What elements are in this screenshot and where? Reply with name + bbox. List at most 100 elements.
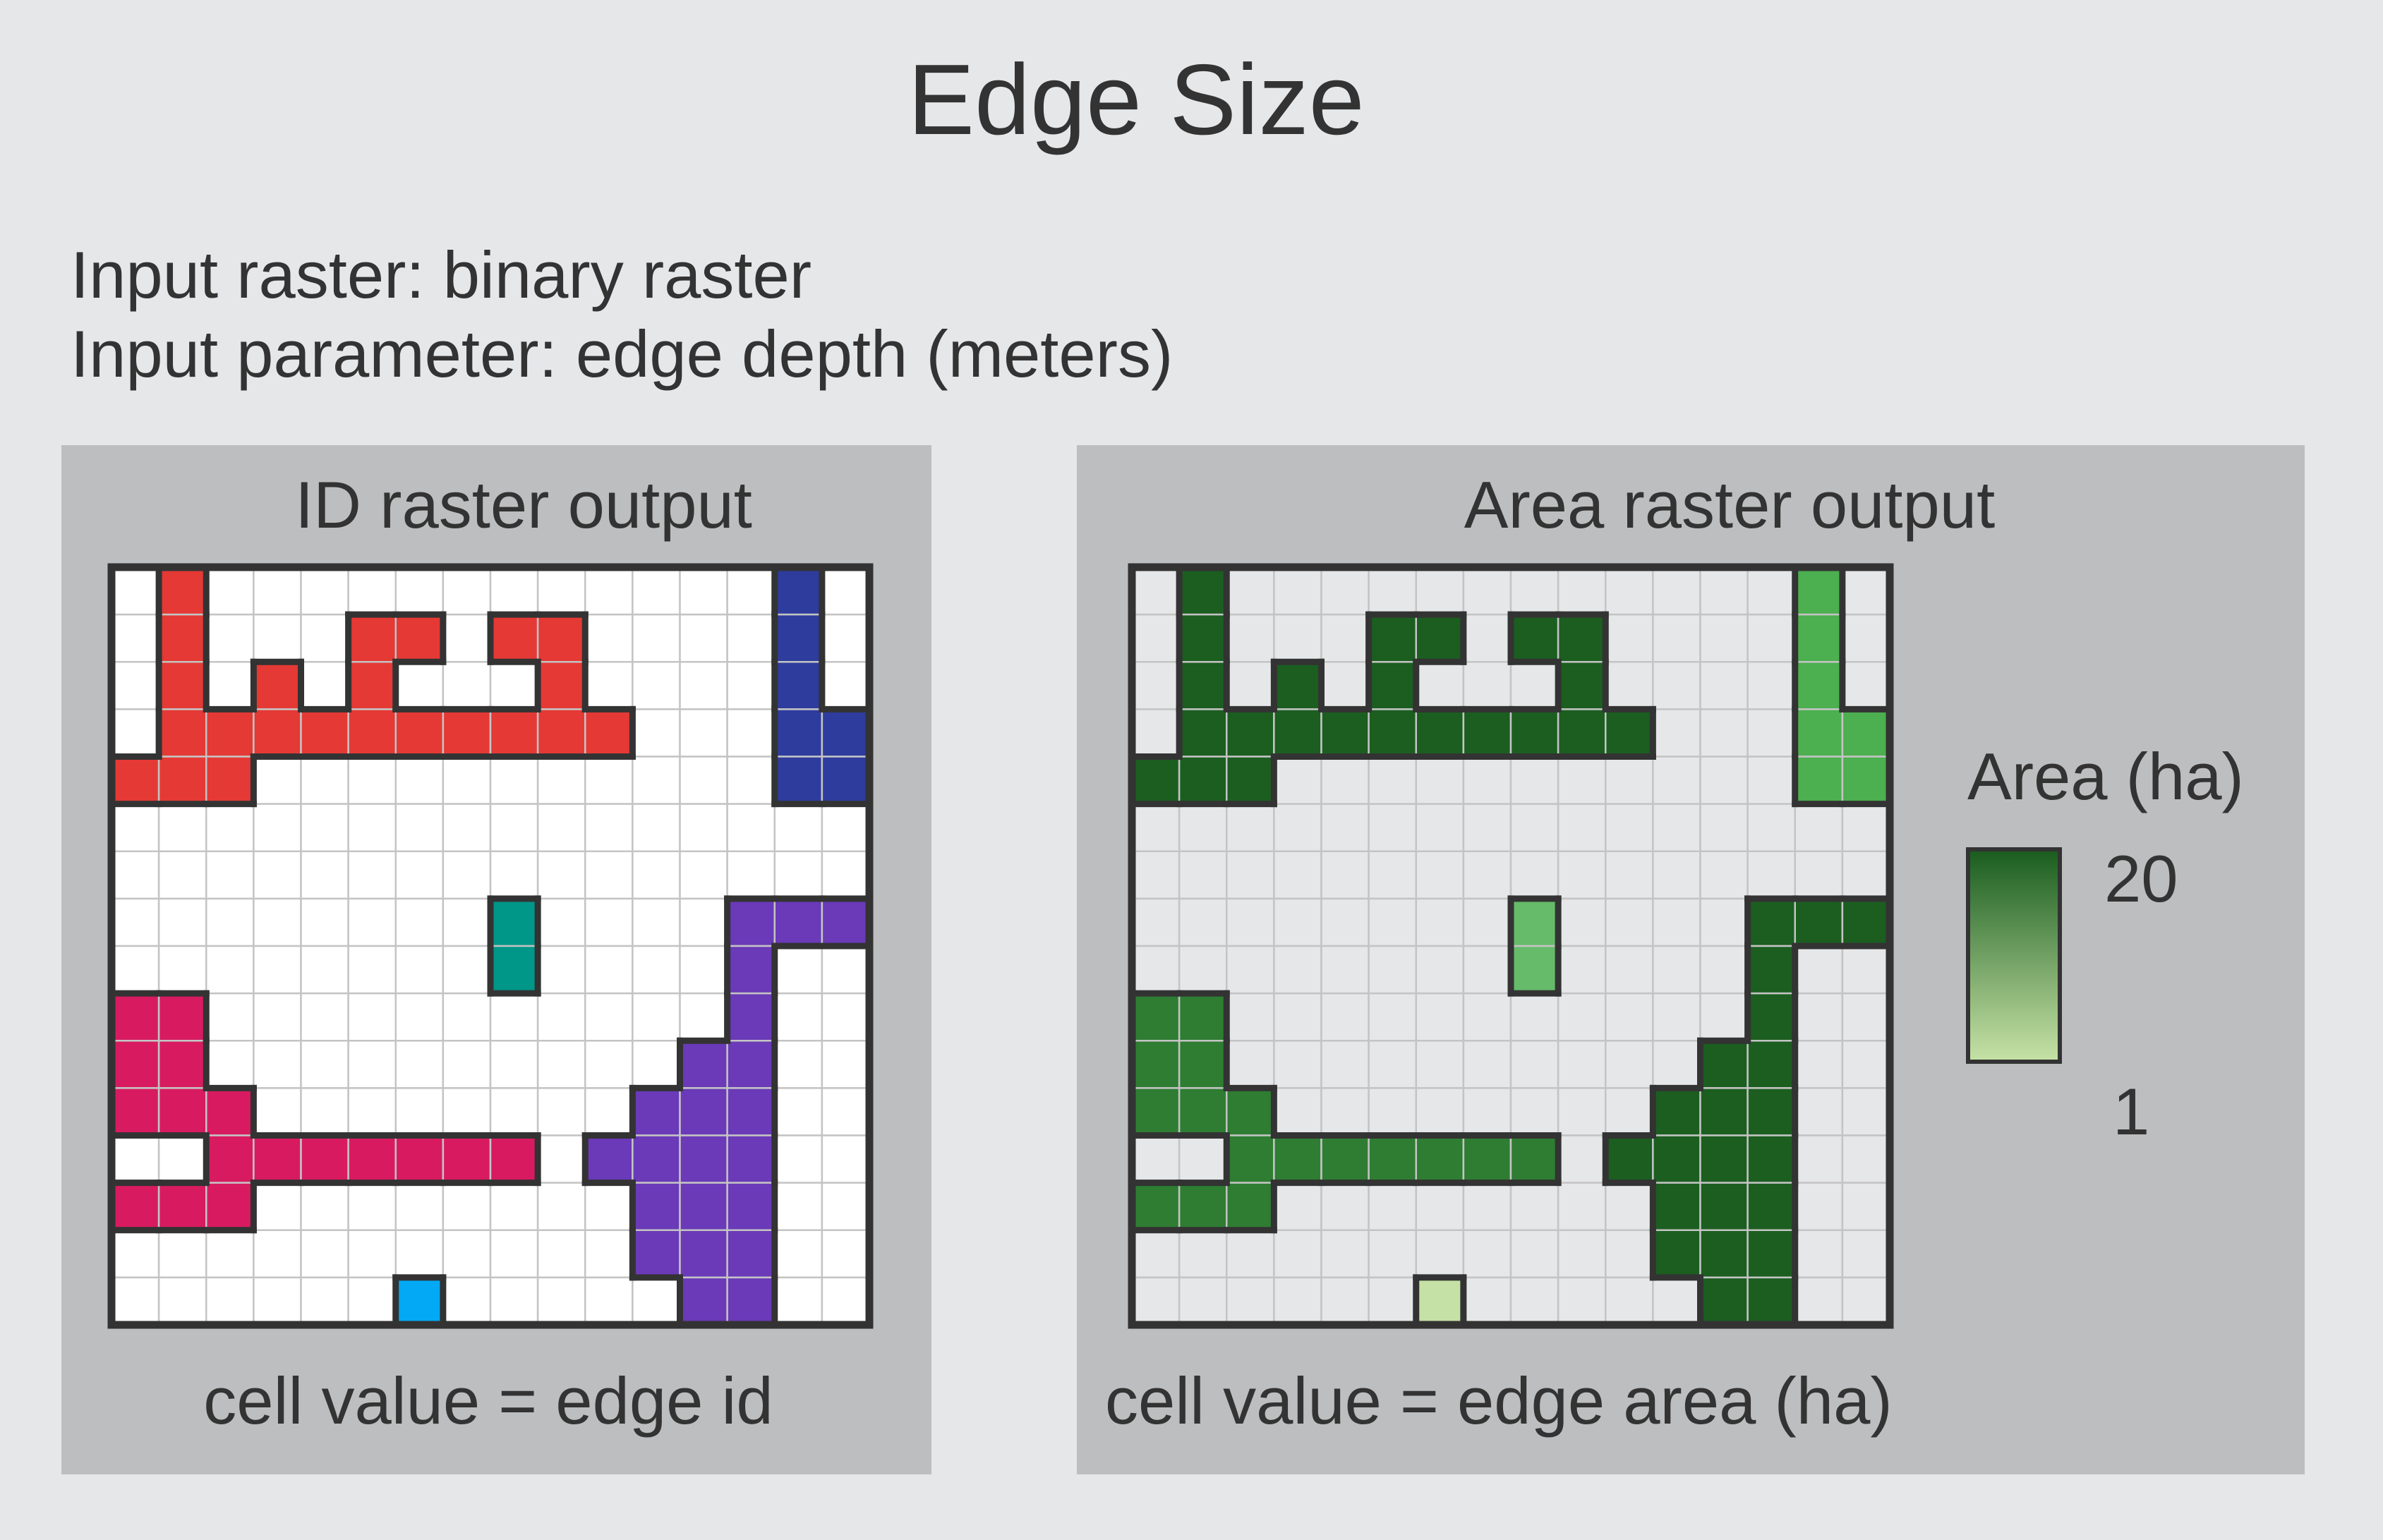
background-cell bbox=[1509, 661, 1559, 710]
edge-cell bbox=[1462, 708, 1512, 758]
background-cell bbox=[1368, 1229, 1417, 1279]
background-cell bbox=[1652, 945, 1701, 995]
background-cell bbox=[726, 850, 776, 900]
edge-cell bbox=[536, 613, 586, 663]
background-cell bbox=[584, 566, 634, 616]
background-cell bbox=[1130, 1276, 1181, 1326]
edge-cell bbox=[1794, 613, 1844, 663]
background-cell bbox=[347, 992, 397, 1042]
background-cell bbox=[1320, 803, 1370, 852]
edge-cell bbox=[773, 613, 824, 663]
background-cell bbox=[1368, 1040, 1417, 1089]
background-cell bbox=[1557, 756, 1607, 805]
background-cell bbox=[442, 803, 492, 852]
background-cell bbox=[726, 566, 776, 616]
background-cell bbox=[679, 756, 728, 805]
background-cell bbox=[1509, 1229, 1559, 1279]
edge-cell bbox=[1415, 1276, 1465, 1326]
edge-cell bbox=[821, 756, 871, 805]
background-cell bbox=[1273, 850, 1322, 900]
input-parameter-text: Input parameter: edge depth (meters) bbox=[71, 317, 1174, 391]
edge-cell bbox=[253, 708, 302, 758]
background-cell bbox=[773, 850, 824, 900]
edge-cell bbox=[347, 661, 397, 710]
edge-cell bbox=[1226, 1182, 1275, 1231]
background-cell bbox=[1415, 945, 1465, 995]
background-cell bbox=[1226, 897, 1275, 947]
background-cell bbox=[584, 1087, 634, 1136]
legend-min-label: 1 bbox=[2113, 1074, 2150, 1148]
background-cell bbox=[1130, 1229, 1181, 1279]
edge-cell bbox=[1178, 992, 1228, 1042]
edge-cell bbox=[1746, 897, 1796, 947]
background-cell bbox=[726, 756, 776, 805]
background-cell bbox=[347, 1229, 397, 1279]
background-cell bbox=[1841, 613, 1891, 663]
edge-cell bbox=[726, 1087, 776, 1136]
background-cell bbox=[1226, 566, 1275, 616]
background-cell bbox=[1178, 803, 1228, 852]
background-cell bbox=[1415, 803, 1465, 852]
area-panel-caption: cell value = edge area (ha) bbox=[1105, 1364, 1893, 1438]
edge-cell bbox=[1130, 756, 1181, 805]
background-cell bbox=[1699, 613, 1749, 663]
background-cell bbox=[1509, 850, 1559, 900]
background-cell bbox=[1794, 1134, 1844, 1184]
edge-cell bbox=[1605, 708, 1654, 758]
background-cell bbox=[1699, 992, 1749, 1042]
background-cell bbox=[1605, 803, 1654, 852]
background-cell bbox=[394, 803, 445, 852]
background-cell bbox=[632, 945, 681, 995]
background-cell bbox=[300, 897, 349, 947]
background-cell bbox=[1320, 1229, 1370, 1279]
background-cell bbox=[157, 945, 207, 995]
background-cell bbox=[726, 803, 776, 852]
background-cell bbox=[1226, 1276, 1275, 1326]
background-cell bbox=[300, 1276, 349, 1326]
background-cell bbox=[1557, 566, 1607, 616]
background-cell bbox=[584, 992, 634, 1042]
background-cell bbox=[489, 756, 539, 805]
background-cell bbox=[489, 992, 539, 1042]
background-cell bbox=[253, 566, 302, 616]
background-cell bbox=[1557, 850, 1607, 900]
background-cell bbox=[821, 566, 871, 616]
edge-cell bbox=[773, 708, 824, 758]
background-cell bbox=[157, 1134, 207, 1184]
background-cell bbox=[347, 850, 397, 900]
background-cell bbox=[536, 1087, 586, 1136]
background-cell bbox=[394, 897, 445, 947]
background-cell bbox=[1226, 1040, 1275, 1089]
background-cell bbox=[1368, 897, 1417, 947]
edge-cell bbox=[1794, 756, 1844, 805]
background-cell bbox=[1178, 1229, 1228, 1279]
background-cell bbox=[536, 1040, 586, 1089]
edge-cell bbox=[394, 708, 445, 758]
background-cell bbox=[1652, 566, 1701, 616]
background-cell bbox=[773, 1040, 824, 1089]
edge-cell bbox=[253, 1134, 302, 1184]
edge-cell bbox=[1368, 661, 1417, 710]
background-cell bbox=[253, 850, 302, 900]
background-cell bbox=[821, 661, 871, 710]
background-cell bbox=[205, 945, 255, 995]
background-cell bbox=[679, 992, 728, 1042]
edge-cell bbox=[536, 708, 586, 758]
background-cell bbox=[1178, 1134, 1228, 1184]
background-cell bbox=[1462, 1040, 1512, 1089]
background-cell bbox=[300, 756, 349, 805]
edge-cell bbox=[1368, 708, 1417, 758]
edge-cell bbox=[1273, 708, 1322, 758]
edge-cell bbox=[347, 708, 397, 758]
background-cell bbox=[253, 1276, 302, 1326]
background-cell bbox=[1273, 756, 1322, 805]
background-cell bbox=[632, 850, 681, 900]
background-cell bbox=[1462, 992, 1512, 1042]
edge-cell bbox=[1509, 945, 1559, 995]
background-cell bbox=[1699, 661, 1749, 710]
background-cell bbox=[253, 613, 302, 663]
edge-cell bbox=[347, 1134, 397, 1184]
edge-cell bbox=[110, 1087, 160, 1136]
edge-cell bbox=[1415, 1134, 1465, 1184]
background-cell bbox=[1320, 661, 1370, 710]
